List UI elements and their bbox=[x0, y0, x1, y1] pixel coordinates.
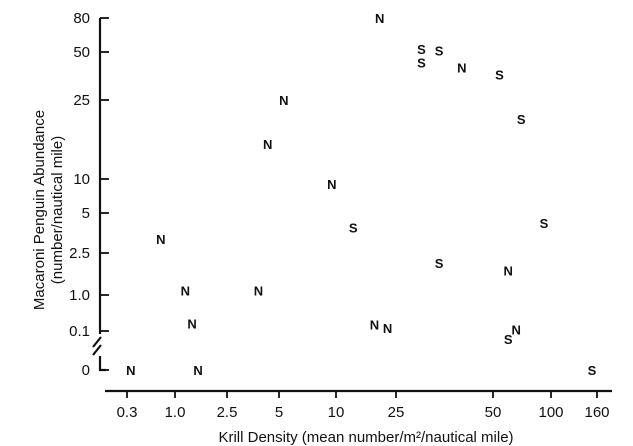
data-point: S bbox=[435, 44, 444, 59]
y-tick-label: 2.5 bbox=[69, 245, 90, 262]
data-point: N bbox=[457, 60, 466, 75]
y-axis-title: Macaroni Penguin Abundance (number/nauti… bbox=[31, 110, 66, 310]
x-axis: 0.3 1.0 2.5 5 10 25 50 100 160 bbox=[105, 389, 612, 421]
data-point: S bbox=[435, 256, 444, 271]
y-tick-label: 80 bbox=[73, 10, 90, 27]
data-point: N bbox=[126, 363, 135, 378]
y-axis: 0 0.1 1.0 2.5 5 10 25 50 80 bbox=[69, 10, 109, 379]
x-axis-title: Krill Density (mean number/m²/nautical m… bbox=[218, 429, 513, 446]
y-axis-ticks: 0 0.1 1.0 2.5 5 10 25 50 80 bbox=[69, 10, 109, 379]
data-point: S bbox=[504, 332, 513, 347]
x-tick-label: 5 bbox=[275, 404, 283, 421]
y-tick-label: 1.0 bbox=[69, 287, 90, 304]
data-point: N bbox=[254, 284, 263, 299]
y-axis-break-mark bbox=[92, 336, 102, 356]
data-point: N bbox=[156, 232, 165, 247]
data-point: N bbox=[512, 323, 521, 338]
data-point: N bbox=[193, 363, 202, 378]
y-tick-label: 10 bbox=[73, 171, 90, 188]
data-point: N bbox=[187, 317, 196, 332]
y-tick-label: 0.1 bbox=[69, 323, 90, 340]
x-tick-label: 1.0 bbox=[165, 404, 186, 421]
y-axis-title-line-2: (number/nautical mile) bbox=[49, 136, 66, 284]
y-axis-lower-line bbox=[98, 356, 106, 372]
data-point: N bbox=[375, 11, 384, 26]
data-point: S bbox=[540, 216, 549, 231]
data-point: N bbox=[383, 321, 392, 336]
x-tick-label: 160 bbox=[584, 404, 609, 421]
y-axis-title-line-1: Macaroni Penguin Abundance bbox=[31, 110, 48, 310]
y-tick-label: 0 bbox=[82, 362, 90, 379]
data-point: N bbox=[327, 177, 336, 192]
x-tick-label: 50 bbox=[485, 404, 502, 421]
x-tick-label: 2.5 bbox=[217, 404, 238, 421]
x-tick-label: 10 bbox=[328, 404, 345, 421]
y-tick-label: 50 bbox=[73, 44, 90, 61]
data-point: N bbox=[504, 264, 513, 279]
data-point: N bbox=[279, 93, 288, 108]
data-point: N bbox=[181, 284, 190, 299]
data-point: S bbox=[349, 220, 358, 235]
data-point: S bbox=[417, 55, 426, 70]
data-point: S bbox=[495, 68, 504, 83]
x-axis-ticks: 0.3 1.0 2.5 5 10 25 50 100 160 bbox=[117, 391, 610, 421]
y-tick-label: 5 bbox=[82, 205, 90, 222]
data-point: N bbox=[263, 137, 272, 152]
data-point: S bbox=[517, 112, 526, 127]
data-point: S bbox=[417, 42, 426, 57]
y-tick-label: 25 bbox=[73, 92, 90, 109]
x-tick-label: 0.3 bbox=[117, 404, 138, 421]
x-tick-label: 25 bbox=[388, 404, 405, 421]
x-tick-label: 100 bbox=[538, 404, 563, 421]
data-point: N bbox=[370, 318, 379, 333]
data-point: S bbox=[588, 363, 597, 378]
